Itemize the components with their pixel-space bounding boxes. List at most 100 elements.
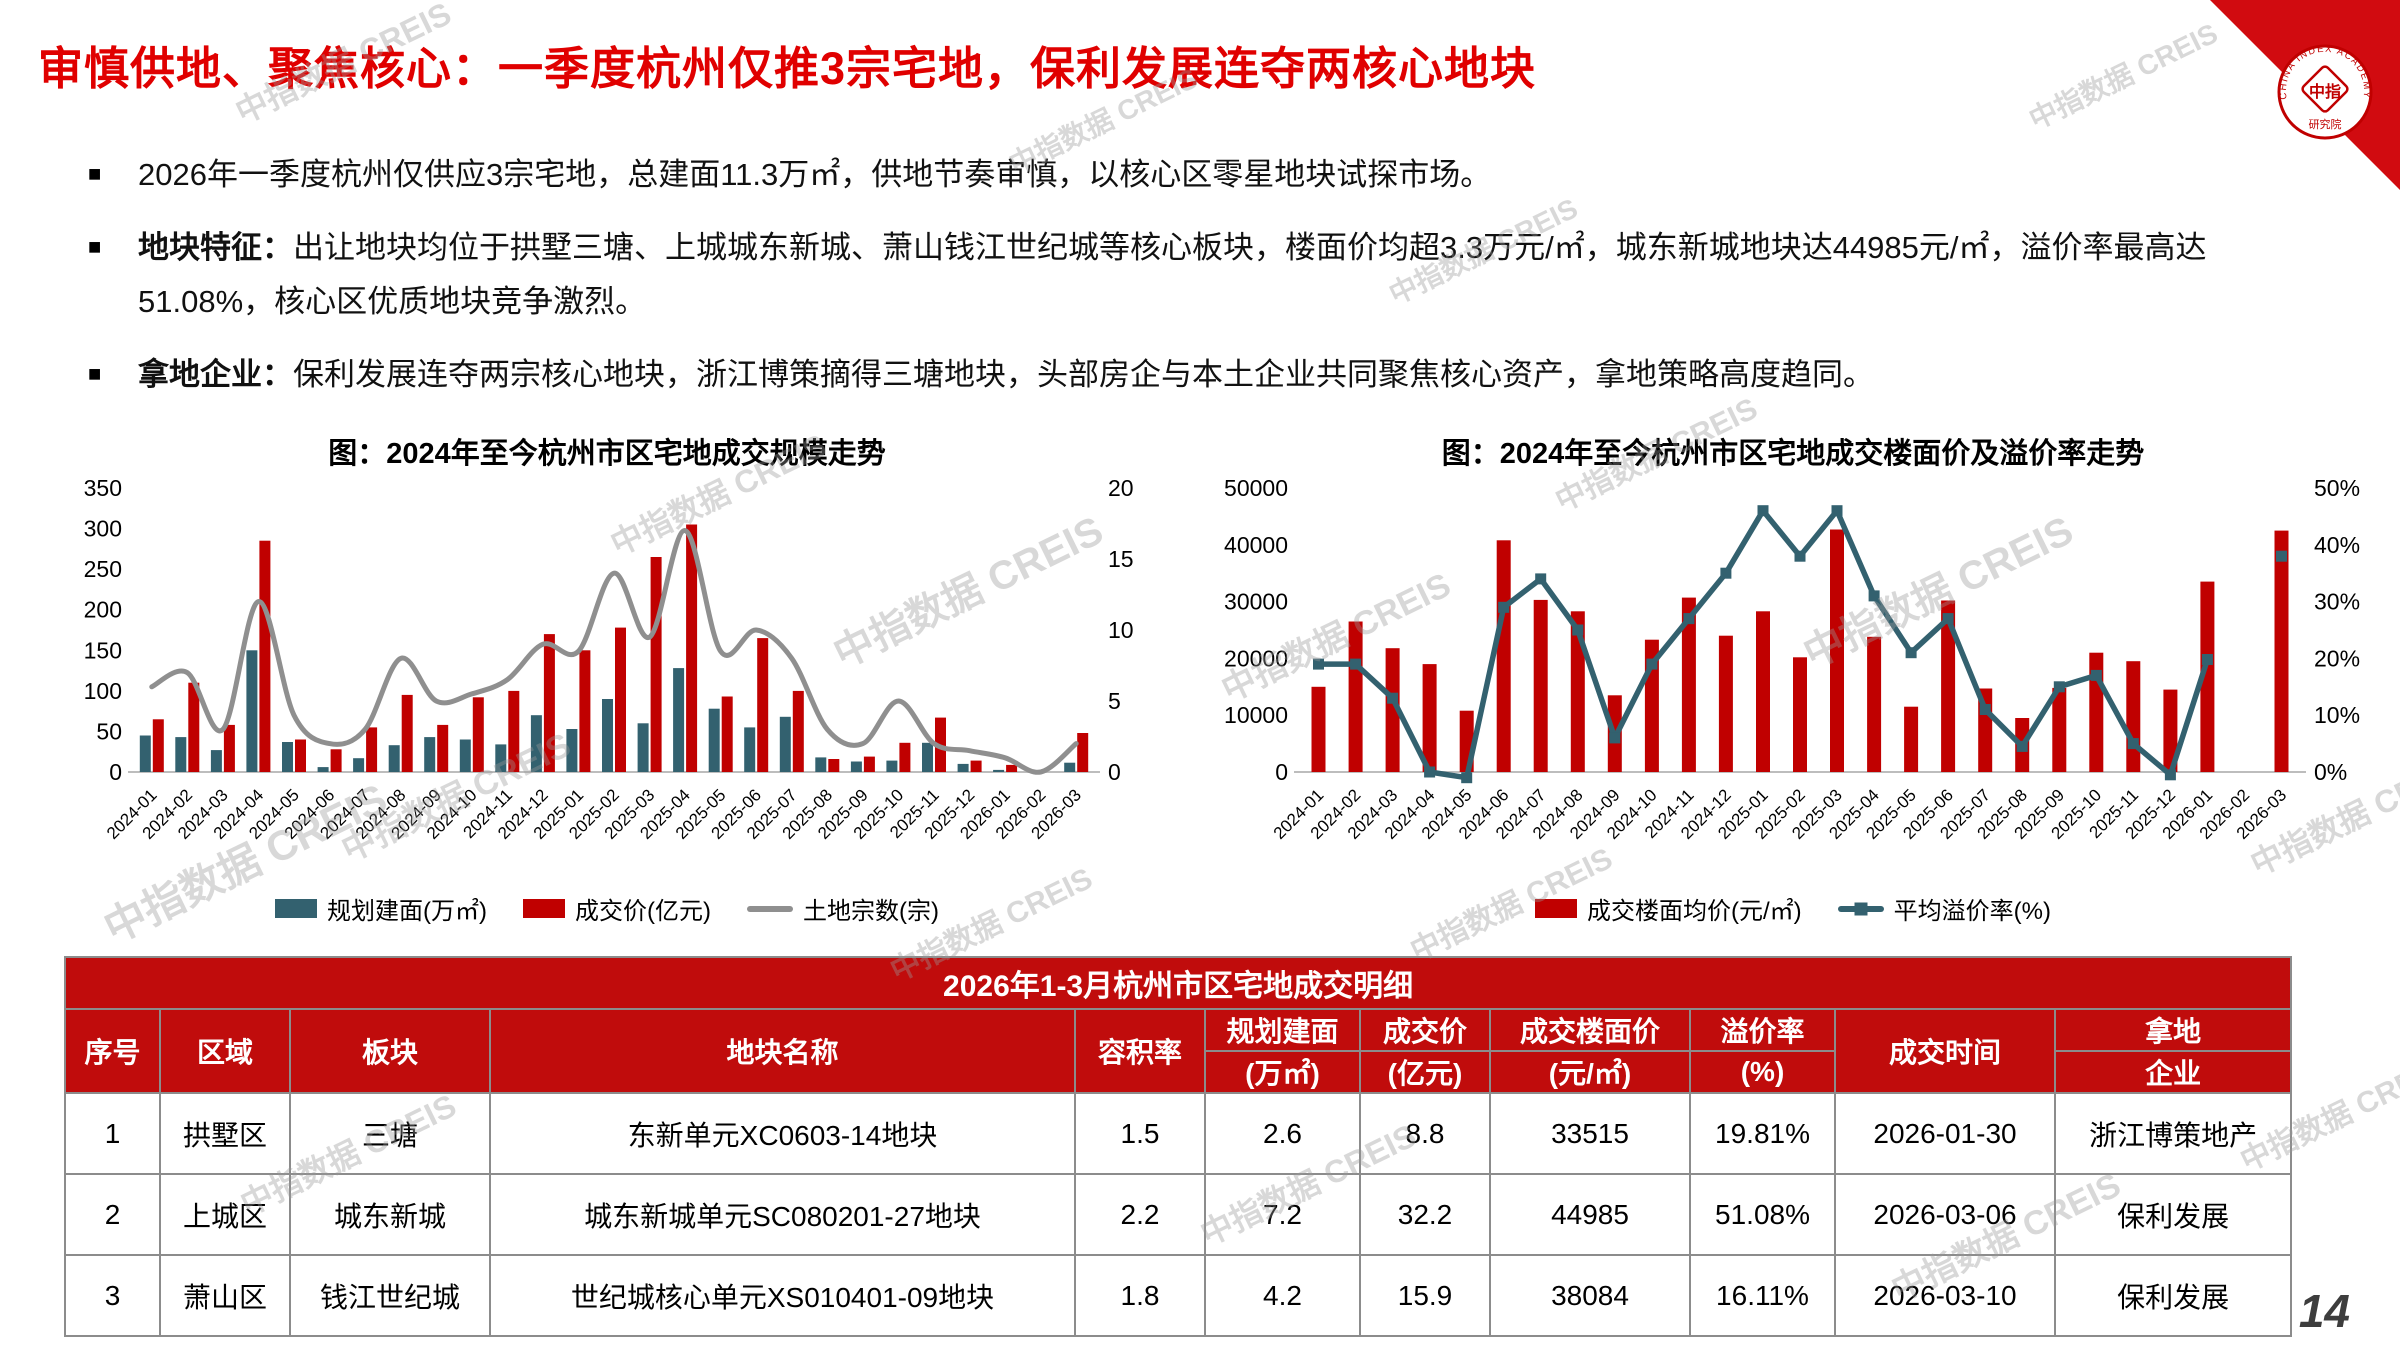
bar bbox=[353, 758, 365, 772]
line-marker bbox=[1646, 658, 1658, 670]
legend-line-swatch bbox=[1837, 902, 1884, 915]
line-marker bbox=[2201, 654, 2213, 665]
bar bbox=[886, 760, 898, 772]
line-marker bbox=[1757, 505, 1769, 517]
bar bbox=[815, 757, 827, 772]
y-axis-right-label: 20 bbox=[1108, 475, 1134, 501]
line-marker bbox=[1572, 624, 1584, 636]
line-marker bbox=[1979, 704, 1991, 715]
y-axis-right-label: 30% bbox=[2314, 589, 2360, 615]
bar bbox=[1385, 648, 1400, 772]
col-parcel: 地块名称 bbox=[489, 1008, 1076, 1094]
legend-label: 规划建面(万㎡) bbox=[327, 898, 487, 925]
bar bbox=[459, 739, 471, 772]
table-cell: 1.8 bbox=[1074, 1254, 1206, 1337]
bar bbox=[779, 716, 791, 772]
y-axis-left-label: 350 bbox=[84, 475, 122, 501]
legend-swatch bbox=[523, 899, 565, 918]
chart-legend: 成交楼面均价(元/㎡) 平均溢价率(%) bbox=[1192, 891, 2394, 926]
bar bbox=[602, 699, 613, 772]
col-date: 成交时间 bbox=[1834, 1008, 2056, 1094]
col-price-unit: (亿元) bbox=[1359, 1050, 1491, 1094]
line-marker bbox=[2053, 681, 2065, 693]
table-cell: 51.08% bbox=[1689, 1173, 1836, 1256]
bar bbox=[1867, 636, 1882, 772]
table-cell: 城东新城 bbox=[289, 1173, 491, 1256]
table-cell: 2026-01-30 bbox=[1834, 1092, 2056, 1175]
bar bbox=[152, 719, 164, 772]
line-marker bbox=[1720, 567, 1732, 579]
table-cell: 保利发展 bbox=[2053, 1173, 2293, 1256]
col-plate: 板块 bbox=[289, 1008, 491, 1094]
y-axis-left-label: 20000 bbox=[1224, 645, 1288, 671]
bar bbox=[1348, 621, 1363, 772]
table-cell: 44985 bbox=[1489, 1173, 1691, 1256]
bar bbox=[1793, 657, 1807, 772]
y-axis-left-label: 300 bbox=[84, 516, 122, 542]
y-axis-left-label: 0 bbox=[109, 759, 122, 785]
table-cell: 世纪城核心单元XS010401-09地块 bbox=[489, 1254, 1076, 1337]
line-marker bbox=[1498, 601, 1510, 613]
legend-swatch bbox=[275, 899, 318, 918]
table-cell: 保利发展 bbox=[2053, 1254, 2293, 1337]
table-cell: 2.2 bbox=[1074, 1173, 1206, 1256]
y-axis-left-label: 250 bbox=[84, 556, 122, 582]
col-gfa-unit: (万㎡) bbox=[1204, 1050, 1361, 1094]
bar bbox=[650, 557, 662, 772]
y-axis-right-label: 10% bbox=[2314, 702, 2360, 728]
line-marker bbox=[1831, 505, 1843, 517]
table-cell: 19.81% bbox=[1689, 1092, 1836, 1175]
bar bbox=[1077, 733, 1089, 772]
table-cell: 4.2 bbox=[1204, 1254, 1361, 1337]
col-buyer2: 企业 bbox=[2053, 1050, 2293, 1094]
bar bbox=[2163, 689, 2178, 772]
bar bbox=[2052, 687, 2067, 772]
legend-label: 成交楼面均价(元/㎡) bbox=[1587, 898, 1802, 925]
bar bbox=[1422, 664, 1437, 772]
y-axis-left-label: 50000 bbox=[1224, 475, 1288, 501]
col-buyer: 拿地 bbox=[2053, 1008, 2293, 1052]
chart-legend: 规划建面(万㎡) 成交价(亿元) 土地宗数(宗) bbox=[46, 891, 1168, 926]
table-cell: 萧山区 bbox=[159, 1254, 291, 1337]
table-row: 2 上城区 城东新城 城东新城单元SC080201-27地块 2.2 7.2 32.2 449… bbox=[64, 1173, 2293, 1256]
table-cell: 上城区 bbox=[159, 1173, 291, 1256]
bar bbox=[1064, 762, 1076, 772]
chart-land-volume: 图：2024年至今杭州市区宅地成交规模走势 0 50 100 150 200 250 300… bbox=[46, 430, 1168, 926]
bar bbox=[850, 761, 862, 772]
bar bbox=[2200, 581, 2215, 772]
y-axis-right-label: 10 bbox=[1108, 617, 1134, 643]
line-marker bbox=[2127, 738, 2139, 750]
bar bbox=[1533, 599, 1548, 772]
bar bbox=[708, 708, 720, 772]
table-cell: 三塘 bbox=[289, 1092, 491, 1175]
col-gfa: 规划建面 bbox=[1204, 1008, 1361, 1052]
bar bbox=[792, 690, 804, 772]
bullet-list: ■ 2026年一季度杭州仅供应3宗宅地，总建面11.3万㎡，供地节奏审慎，以核心… bbox=[88, 148, 2328, 421]
col-floor-price: 成交楼面价 bbox=[1489, 1008, 1691, 1052]
table-cell: 2026-03-10 bbox=[1834, 1254, 2056, 1337]
table-cell: 2 bbox=[64, 1173, 161, 1256]
col-premium: 溢价率 bbox=[1689, 1008, 1836, 1052]
bar bbox=[863, 756, 875, 772]
bar bbox=[957, 763, 969, 772]
table-cell: 15.9 bbox=[1359, 1254, 1491, 1337]
y-axis-right-label: 5 bbox=[1108, 688, 1121, 714]
bar bbox=[970, 760, 982, 772]
col-floor-price-unit: (元/㎡) bbox=[1489, 1050, 1691, 1094]
table-cell: 东新单元XC0603-14地块 bbox=[489, 1092, 1076, 1175]
line-marker bbox=[1942, 613, 1954, 625]
bar bbox=[615, 627, 626, 772]
line-marker bbox=[2276, 550, 2287, 562]
bar bbox=[1941, 600, 1956, 772]
logo-bottom-text: 研究院 bbox=[2309, 117, 2342, 131]
bar bbox=[388, 745, 400, 772]
bar bbox=[1756, 611, 1770, 772]
corner-logo: CHINA INDEX ACADEMY 中指 研究院 bbox=[2210, 0, 2400, 190]
y-axis-left-label: 100 bbox=[84, 678, 122, 704]
table-cell: 2.6 bbox=[1204, 1092, 1361, 1175]
table-cell: 1 bbox=[64, 1092, 161, 1175]
table-row: 1 拱墅区 三塘 东新单元XC0603-14地块 1.5 2.6 8.8 33515 19.81… bbox=[64, 1092, 2293, 1175]
table-cell: 33515 bbox=[1489, 1092, 1691, 1175]
bar bbox=[508, 690, 520, 772]
